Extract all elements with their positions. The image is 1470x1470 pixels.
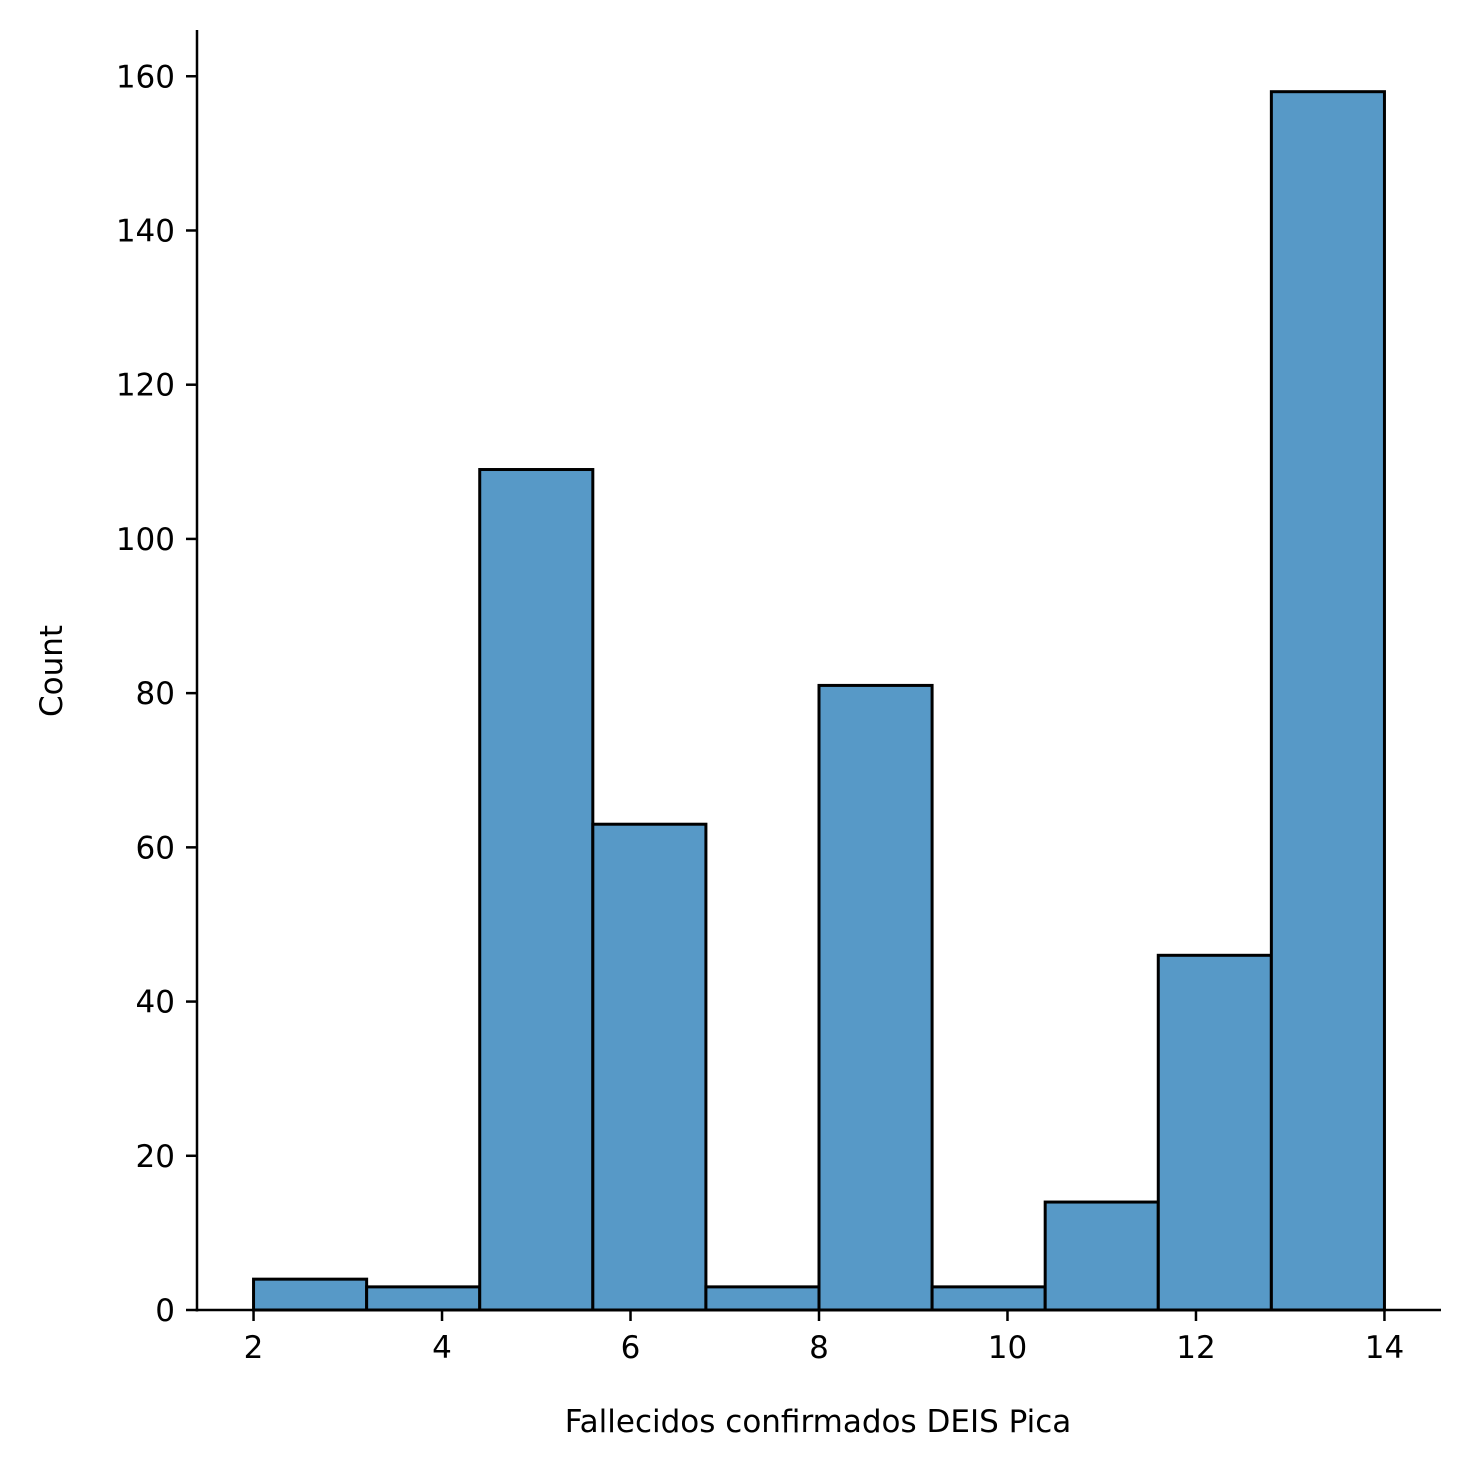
x-axis-label: Fallecidos confirmados DEIS Pica <box>565 1404 1072 1440</box>
histogram-bar <box>1043 1200 1160 1312</box>
histogram-bar <box>365 1285 482 1312</box>
x-tick-label: 14 <box>1365 1330 1404 1366</box>
x-tick-label: 2 <box>244 1330 264 1366</box>
x-tick-label: 4 <box>432 1330 452 1366</box>
y-tick-label: 100 <box>116 522 175 558</box>
histogram-bar <box>1156 953 1273 1312</box>
histogram-bar <box>704 1285 821 1312</box>
x-tick-label: 12 <box>1176 1330 1215 1366</box>
x-tick-label: 10 <box>988 1330 1027 1366</box>
histogram-bar <box>817 683 934 1312</box>
y-axis-label: Count <box>34 625 70 717</box>
y-tick-label: 120 <box>116 368 175 404</box>
y-tick-label: 40 <box>136 985 175 1021</box>
y-tick-label: 20 <box>136 1139 175 1175</box>
y-axis-ticks: 0 20 40 60 80 100 120 140 160 <box>116 59 197 1329</box>
y-tick-label: 0 <box>155 1293 175 1329</box>
y-tick-label: 160 <box>116 59 175 95</box>
y-tick-label: 80 <box>136 676 175 712</box>
histogram-bar <box>252 1277 369 1312</box>
bars-group <box>252 90 1386 1312</box>
histogram-bar <box>591 822 708 1312</box>
histogram-bar <box>478 468 595 1312</box>
x-tick-label: 6 <box>621 1330 641 1366</box>
y-tick-label: 140 <box>116 213 175 249</box>
histogram-bar <box>1269 90 1386 1312</box>
histogram-bar <box>930 1285 1047 1312</box>
y-tick-label: 60 <box>136 830 175 866</box>
x-axis-ticks: 2 4 6 8 10 12 14 <box>244 1310 1404 1366</box>
x-tick-label: 8 <box>809 1330 829 1366</box>
